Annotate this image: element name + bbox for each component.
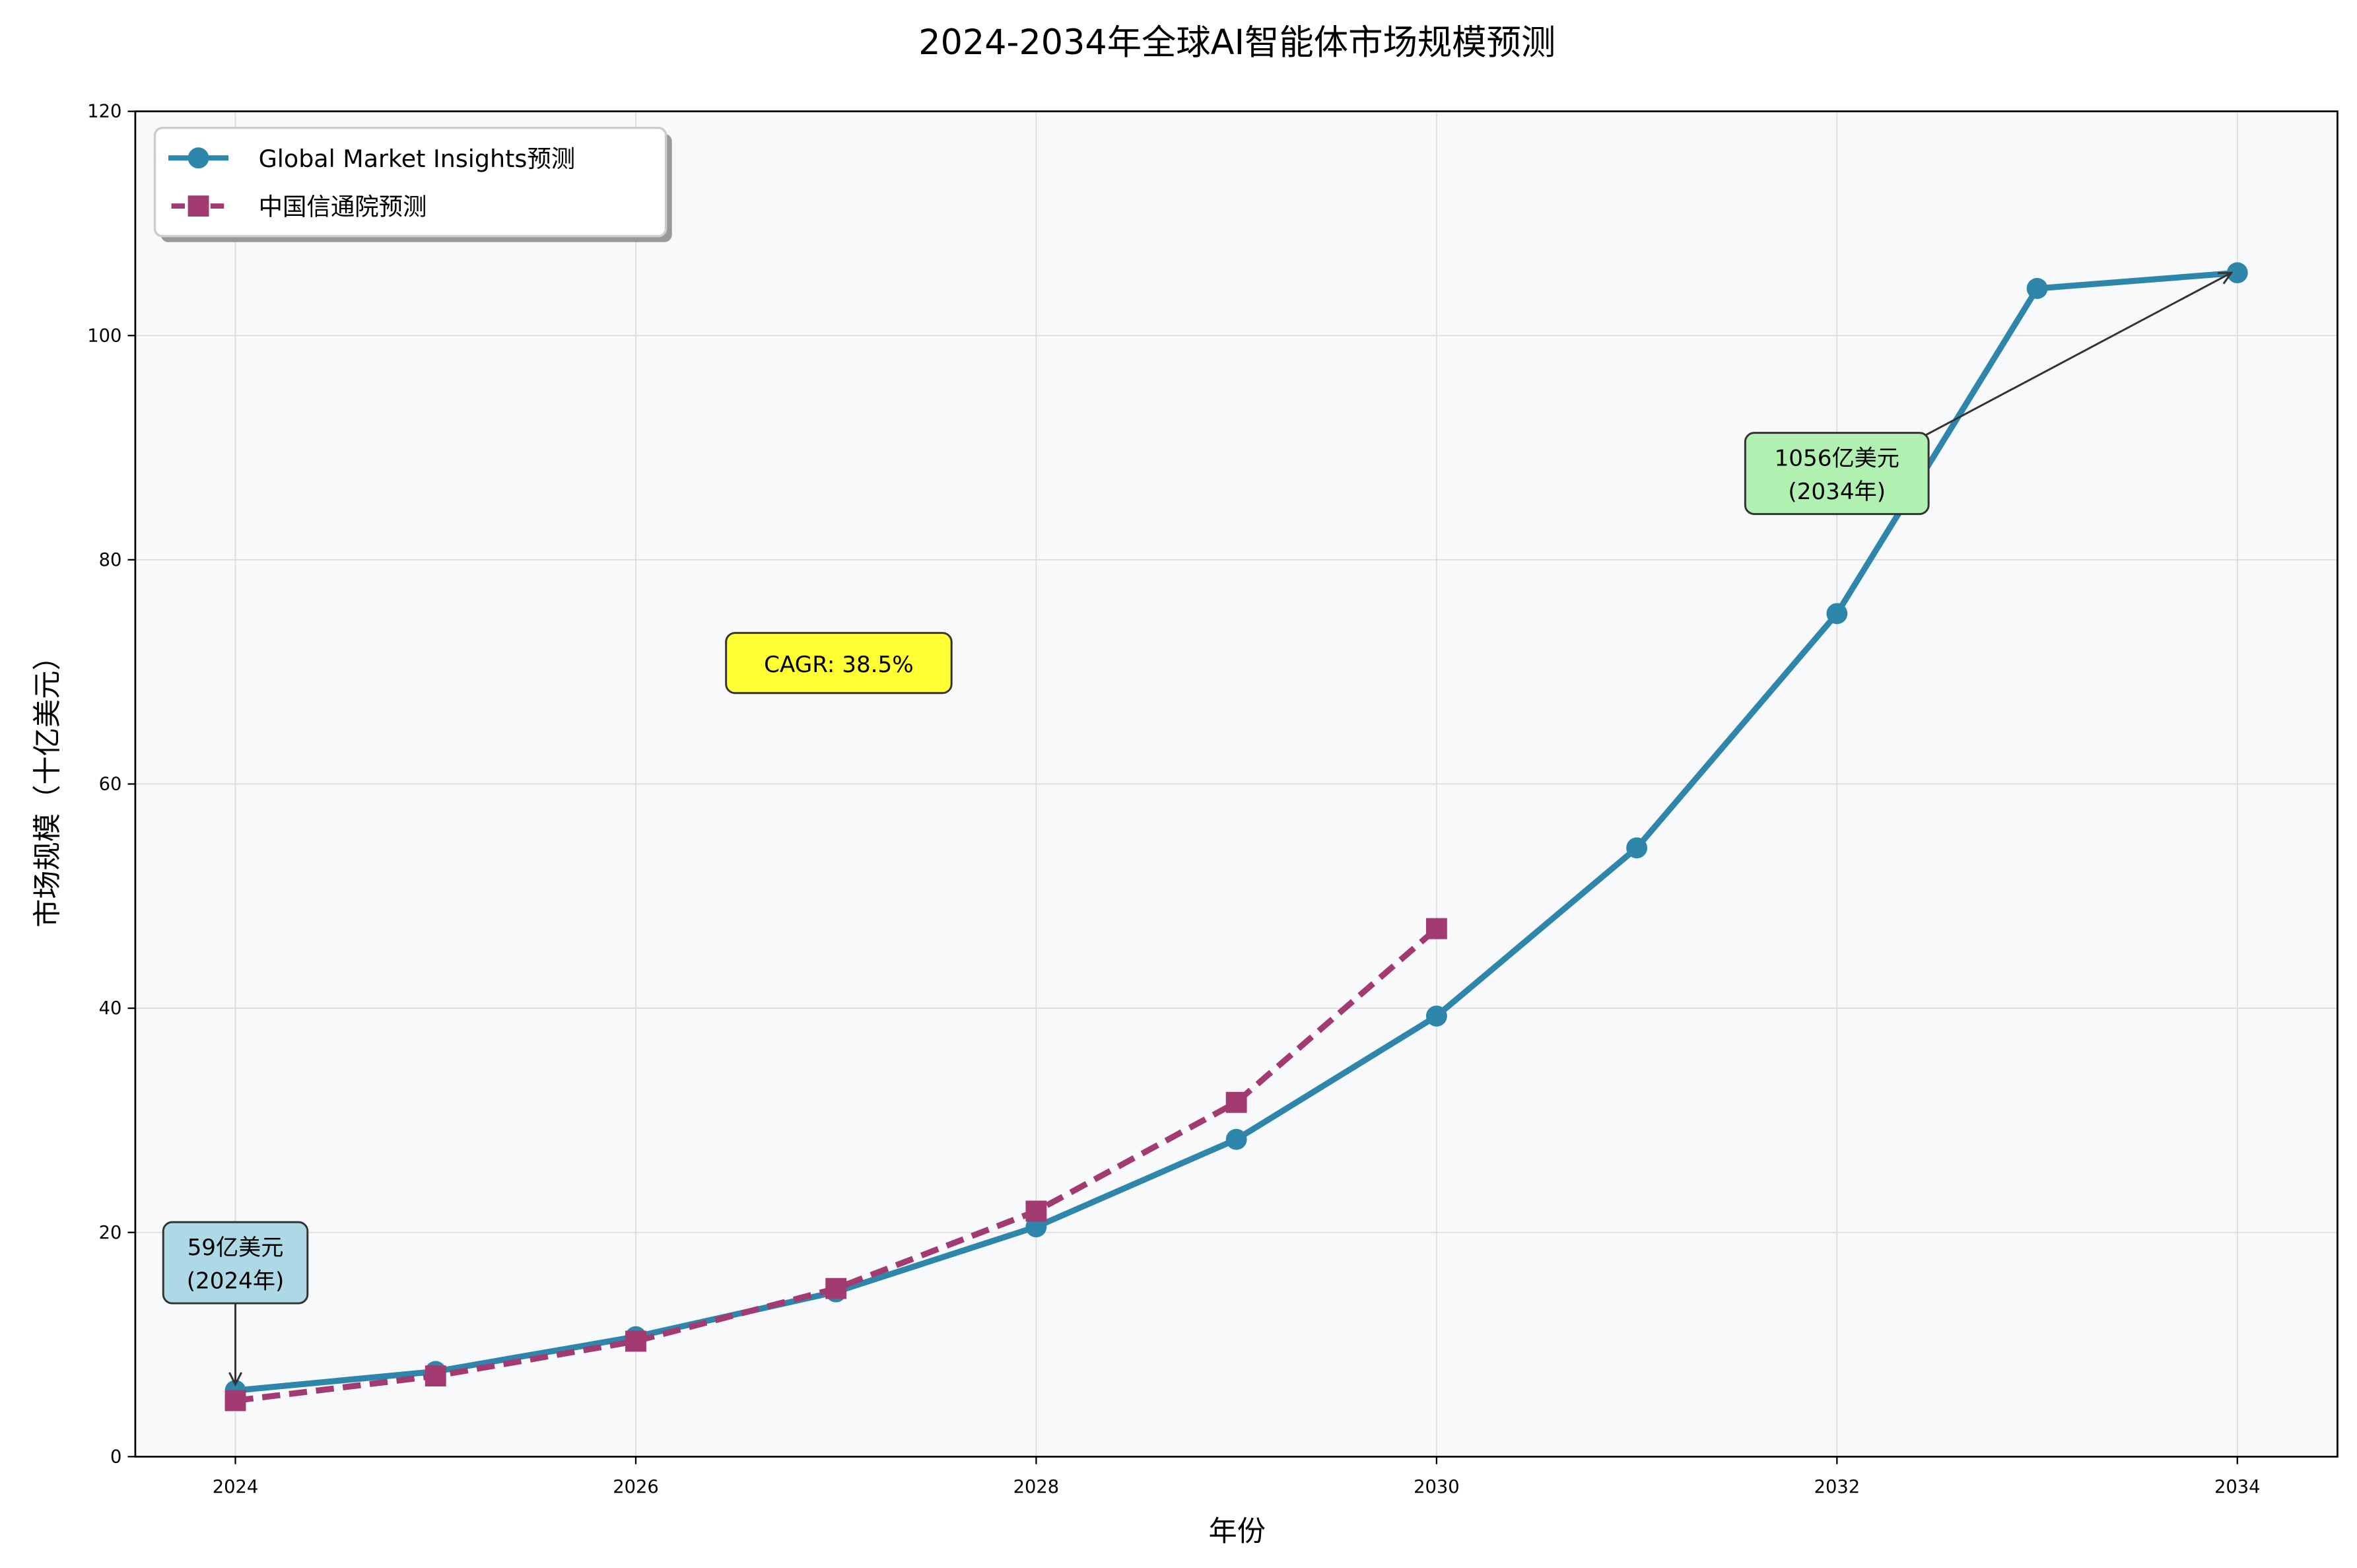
cagr-label: CAGR: 38.5% [764, 652, 914, 678]
y-tick-label: 0 [110, 1447, 121, 1467]
annotation-box [162, 1221, 309, 1305]
x-tick-label: 2026 [613, 1477, 659, 1497]
annotation-box [725, 632, 953, 695]
annotation-text-value: 1056亿美元 [1775, 446, 1899, 472]
annotation-0: 59亿美元 (2024年) [162, 1221, 309, 1384]
data-point [1826, 603, 1848, 625]
annotation-text-year: (2024年) [187, 1268, 285, 1294]
annotation-box [1744, 432, 1930, 516]
x-tick-label: 2030 [1414, 1477, 1460, 1497]
y-tick-label: 40 [99, 998, 122, 1019]
y-tick-label: 20 [99, 1223, 122, 1243]
data-point [224, 1390, 246, 1412]
y-tick-label: 60 [99, 774, 122, 795]
legend-label-caict: 中国信通院预测 [259, 193, 427, 221]
legend-label-gmi: Global Market Insights预测 [259, 145, 576, 173]
x-tick-label: 2024 [213, 1477, 259, 1497]
data-point [1225, 1091, 1247, 1113]
x-tick-label: 2032 [1814, 1477, 1861, 1497]
legend-marker-gmi [188, 147, 209, 169]
legend-box [153, 126, 667, 238]
chart-title: 2024-2034年全球AI智能体市场规模预测 [918, 22, 1555, 63]
data-point [425, 1365, 446, 1387]
annotation-2: CAGR: 38.5% [725, 632, 953, 695]
x-axis-label: 年份 [1209, 1515, 1266, 1548]
data-point [2026, 278, 2048, 299]
y-tick-label: 120 [87, 102, 121, 122]
annotation-text-value: 59亿美元 [188, 1235, 284, 1261]
data-point [625, 1330, 646, 1352]
x-tick-label: 2028 [1013, 1477, 1060, 1497]
data-point [1025, 1200, 1047, 1222]
y-axis-label: 市场规模（十亿美元） [32, 642, 65, 928]
data-point [825, 1278, 847, 1299]
data-point [1425, 1006, 1447, 1027]
y-tick-label: 100 [87, 325, 121, 346]
annotations: 59亿美元 (2024年) 1056亿美元 (2034年) CAGR: 38.5% [162, 273, 2231, 1384]
data-point [1425, 918, 1447, 939]
annotation-1: 1056亿美元 (2034年) [1744, 273, 2231, 516]
annotation-text-year: (2034年) [1788, 479, 1886, 505]
annotation-arrow [1923, 273, 2231, 437]
ticks: 2024 2026 2028 2030 2032 2034 0 20 40 60 80 100 120 [87, 102, 2260, 1497]
data-point [1225, 1128, 1247, 1150]
data-point [1626, 837, 1648, 859]
legend: Global Market Insights预测 中国信通院预测 [153, 126, 672, 242]
y-tick-label: 80 [99, 550, 122, 570]
legend-marker-caict [188, 195, 209, 217]
series-caict [224, 918, 1447, 1412]
x-tick-label: 2034 [2214, 1477, 2261, 1497]
